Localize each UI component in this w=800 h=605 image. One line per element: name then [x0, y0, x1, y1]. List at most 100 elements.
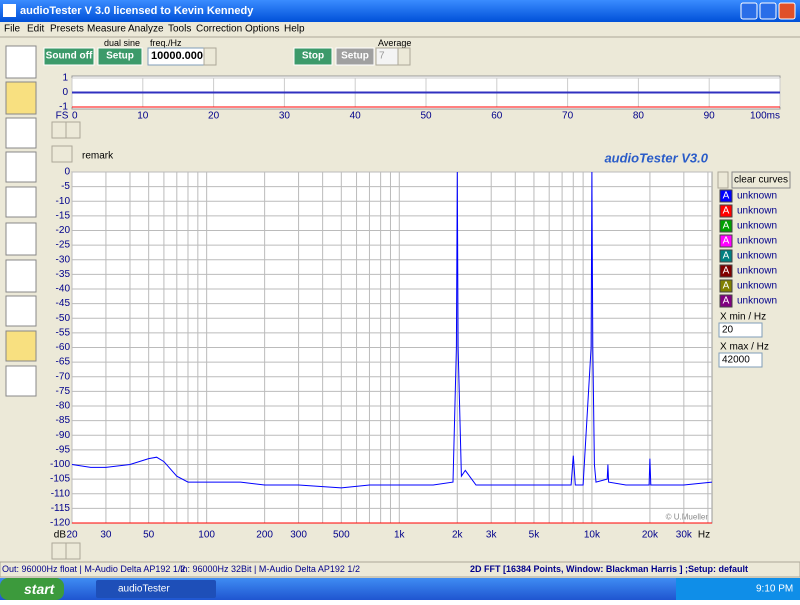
clear-curves-button[interactable]	[731, 171, 791, 189]
spinner[interactable]	[203, 47, 217, 66]
menu-item[interactable]: Tools	[168, 24, 191, 35]
legend-swatch	[719, 204, 733, 218]
y-tick-label: -10	[56, 196, 71, 207]
y-tick-label: -30	[56, 254, 71, 265]
x-tick-label: 200	[256, 530, 273, 541]
x-tick-label: 10	[137, 111, 149, 122]
y-tick-label: -110	[51, 488, 71, 499]
tool-icon[interactable]	[5, 259, 37, 293]
y-tick-label: -95	[56, 444, 71, 455]
menu-item[interactable]: Correction	[196, 24, 242, 35]
legend-letter: A	[723, 266, 730, 277]
scroll-button[interactable]	[51, 121, 67, 139]
y-tick-label: -45	[56, 298, 71, 309]
menu-item[interactable]: File	[4, 24, 21, 35]
spin-button[interactable]	[51, 145, 73, 163]
y-tick-label: -100	[50, 459, 70, 470]
spinner[interactable]	[397, 47, 411, 66]
tool-icon[interactable]	[5, 81, 37, 115]
minimize[interactable]	[740, 2, 758, 20]
legend-letter: A	[723, 281, 730, 292]
x-tick-label: 10k	[584, 530, 601, 541]
y-tick-label: 1	[62, 73, 68, 84]
y-tick-label: -55	[56, 327, 71, 338]
tool-icon[interactable]	[5, 151, 37, 183]
legend-swatch	[719, 234, 733, 248]
legend-label: unknown	[737, 296, 777, 307]
scroll-button[interactable]	[65, 121, 81, 139]
button-label: Sound off	[46, 51, 93, 62]
setup-button-disabled	[335, 47, 375, 66]
watermark: audioTester V3.0	[604, 151, 708, 166]
setup-button[interactable]	[97, 47, 143, 66]
tool-icon[interactable]	[5, 365, 37, 397]
menu-item[interactable]: Options	[245, 24, 279, 35]
menu-item[interactable]: Help	[284, 24, 305, 35]
status-in: In: 96000Hz 32Bit | M-Audio Delta AP192 …	[180, 564, 360, 574]
x-tick-label: 60	[491, 111, 503, 122]
tool-icon[interactable]	[5, 45, 37, 79]
x-tick-label: 1k	[394, 530, 406, 541]
start-label: start	[24, 581, 56, 597]
clock: 9:10 PM	[756, 584, 793, 595]
stop-button[interactable]	[293, 47, 333, 66]
menu-item[interactable]: Presets	[50, 24, 84, 35]
y-tick-label: -60	[56, 342, 71, 353]
status-bar	[0, 561, 800, 578]
y-tick-label: -120	[50, 518, 70, 529]
label: dual sine	[104, 38, 140, 48]
legend-label: unknown	[737, 236, 777, 247]
x-tick-label: 20	[66, 530, 78, 541]
x-tick-label: 70	[562, 111, 574, 122]
menu-item[interactable]: Analyze	[128, 24, 164, 35]
x-tick-label: 100ms	[750, 111, 780, 122]
x-tick-label: 500	[333, 530, 350, 541]
scroll-button[interactable]	[51, 542, 67, 560]
maximize[interactable]	[759, 2, 777, 20]
tool-icon[interactable]	[5, 295, 37, 327]
tool-icon[interactable]	[5, 222, 37, 256]
x-tick-label: 20	[208, 111, 220, 122]
legend-swatch	[719, 294, 733, 308]
x-tick-label: 30	[279, 111, 291, 122]
start-button[interactable]	[0, 578, 64, 600]
button-label: Stop	[302, 51, 324, 62]
y-tick-label: 0	[62, 87, 68, 98]
y-tick-label: -50	[56, 313, 71, 324]
x-tick-label: 30	[100, 530, 112, 541]
task-button[interactable]	[96, 580, 216, 598]
legend-letter: A	[723, 206, 730, 217]
x-tick-label: 50	[420, 111, 432, 122]
y-tick-label: -75	[56, 386, 71, 397]
y-tick-label: -70	[56, 371, 71, 382]
legend-label: unknown	[737, 221, 777, 232]
y-tick-label: -90	[56, 430, 71, 441]
y-tick-label: -115	[51, 503, 71, 514]
label: X max / Hz	[720, 342, 769, 353]
sound-off-button[interactable]	[43, 47, 95, 66]
xmax-input[interactable]	[718, 352, 763, 368]
label: X min / Hz	[720, 312, 766, 323]
menu-item[interactable]: Measure	[87, 24, 126, 35]
tool-icon[interactable]	[5, 117, 37, 149]
tool-icon[interactable]	[5, 330, 37, 362]
label: Average	[378, 38, 411, 48]
x-tick-label: 5k	[529, 530, 541, 541]
scroll-button[interactable]	[65, 542, 81, 560]
legend-label: unknown	[737, 281, 777, 292]
x-tick-label: 0	[72, 111, 78, 122]
close[interactable]	[778, 2, 796, 20]
title-bar	[0, 0, 800, 22]
y-tick-label: -80	[56, 401, 71, 412]
x-unit: Hz	[698, 530, 710, 541]
tool-icon[interactable]	[5, 186, 37, 218]
window-title: audioTester V 3.0 licensed to Kevin Kenn…	[20, 5, 254, 17]
y-tick-label: -65	[56, 357, 71, 368]
xmin-input[interactable]	[718, 322, 763, 338]
input-value: 10000.0000	[151, 50, 209, 62]
menu-item[interactable]: Edit	[27, 24, 44, 35]
y-tick-label: -5	[61, 181, 70, 192]
spin-button[interactable]	[717, 171, 729, 189]
label: freq./Hz	[150, 38, 182, 48]
